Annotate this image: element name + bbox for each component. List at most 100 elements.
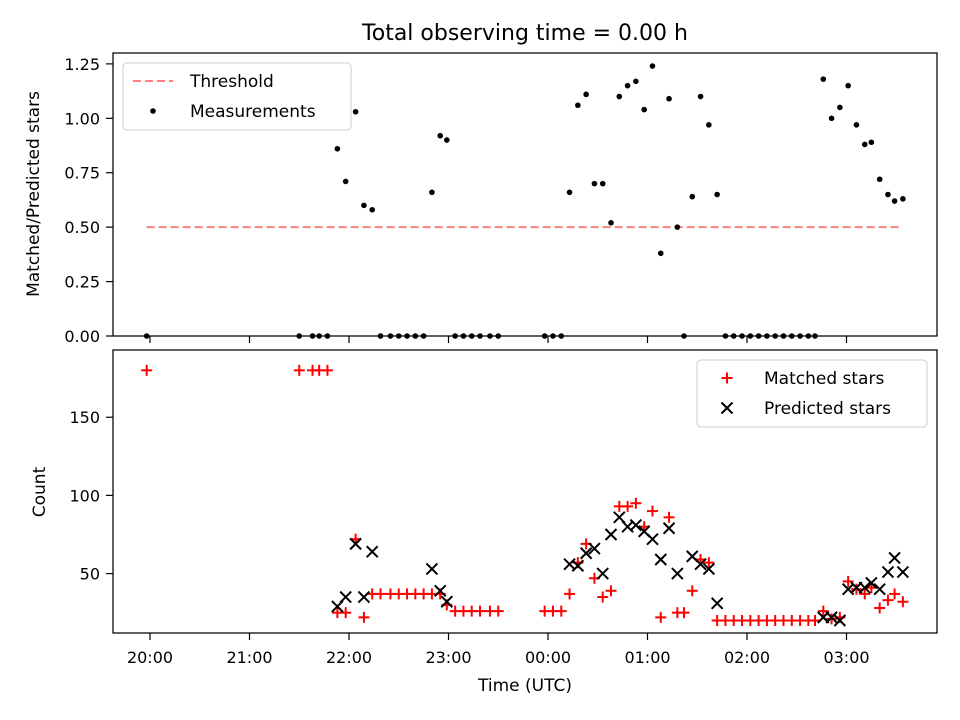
measurement-point (429, 189, 435, 196)
marker-d2 (366, 545, 379, 558)
matched-point (646, 505, 658, 517)
marker-d2 (671, 567, 684, 580)
marker-d2 (896, 565, 910, 579)
predicted-point (702, 562, 716, 576)
time-axis-label: Time (UTC) (477, 676, 572, 696)
marker-d2 (425, 562, 439, 576)
predicted-point (896, 565, 910, 579)
measurement-point (853, 122, 860, 128)
marker-d2 (588, 542, 601, 555)
count-y-axis-label: Count (30, 466, 50, 517)
y-tick-label: 150 (69, 408, 100, 427)
measurement-point (369, 206, 376, 213)
predicted-point (604, 528, 618, 541)
y-tick-label: 50 (80, 565, 100, 584)
predicted-point (654, 553, 667, 566)
predicted-point (579, 547, 593, 560)
matched-point (605, 585, 617, 597)
predicted-point (629, 518, 643, 532)
marker-d2 (357, 590, 371, 604)
predicted-point (858, 581, 871, 594)
matched-point (663, 511, 675, 523)
marker-d2 (825, 611, 838, 624)
matched-point (842, 575, 854, 587)
measurement-point (820, 76, 827, 82)
marker-d2 (865, 576, 878, 590)
measurement-point (697, 93, 704, 100)
measurement-point (342, 178, 349, 185)
legend-measurement-label: Measurements (190, 102, 316, 122)
measurement-point (633, 78, 639, 85)
y-tick-label: 0.25 (64, 273, 100, 292)
count-legend: Matched stars Predicted stars (696, 359, 928, 428)
marker-d2 (596, 567, 609, 580)
measurement-point (649, 63, 656, 69)
x-tick-label: 01:00 (624, 648, 670, 667)
matched-point (358, 611, 370, 623)
matched-point (555, 605, 567, 617)
marker-d2 (720, 401, 734, 415)
marker-d2 (702, 562, 716, 576)
matched-point (826, 613, 838, 625)
matched-point (686, 585, 698, 597)
matched-point (874, 602, 886, 614)
x-tick-label: 21:00 (226, 648, 272, 667)
legend-measurement-swatch (150, 108, 156, 114)
matched-point (375, 588, 387, 600)
predicted-point (425, 562, 439, 576)
marker-d2 (579, 547, 593, 560)
matched-point (817, 605, 829, 617)
legend-matched-swatch (721, 372, 733, 384)
measurement-point (689, 193, 696, 200)
predicted-point (366, 545, 379, 558)
matched-point (622, 500, 634, 512)
matched-point (141, 364, 153, 376)
count-plot-area (141, 364, 910, 627)
measurement-point (608, 220, 614, 226)
measurement-point (616, 93, 623, 100)
ratio-axes-frame (112, 52, 938, 337)
matched-point (293, 364, 305, 376)
x-tick-label: 02:00 (724, 648, 770, 667)
marker-d2 (440, 595, 454, 608)
ratio-panel: 0.00 0.25 0.50 0.75 1.00 1.25 Matched/Predict… (24, 52, 938, 346)
matched-point (564, 588, 576, 600)
chart-title: Total observing time = 0.00 h (361, 21, 688, 46)
ratio-legend: Threshold Measurements (122, 62, 352, 131)
marker-d2 (434, 584, 447, 597)
matched-point (630, 497, 642, 509)
x-tick-label: 23:00 (425, 648, 471, 667)
ratio-y-axis: 0.00 0.25 0.50 0.75 1.00 1.25 (64, 55, 113, 346)
predicted-point (662, 522, 676, 535)
matched-point (882, 594, 894, 606)
measurement-point (828, 115, 835, 122)
marker-d2 (349, 537, 362, 551)
predicted-point (440, 595, 454, 608)
marker-d2 (654, 553, 667, 566)
y-tick-label: 0.50 (64, 218, 100, 237)
measurement-point (706, 122, 712, 128)
matched-point (474, 605, 486, 617)
x-tick-label: 22:00 (326, 648, 372, 667)
marker-d2 (662, 522, 676, 535)
measurement-point (891, 198, 898, 204)
predicted-point (671, 567, 684, 580)
x-tick-label: 20:00 (127, 648, 173, 667)
measurement-point (575, 102, 581, 109)
marker-d2 (873, 583, 886, 596)
marker-d2 (841, 583, 855, 596)
measurement-point (900, 196, 906, 202)
predicted-point (694, 557, 707, 571)
matched-point (340, 607, 352, 619)
count-y-axis: 50 100 150 (69, 408, 113, 584)
measurement-point (868, 139, 875, 146)
measurement-point (583, 91, 589, 98)
matched-point (678, 607, 690, 619)
measurement-point (845, 82, 851, 89)
matched-point (850, 583, 862, 595)
matched-point (703, 557, 715, 569)
matched-point (859, 588, 871, 600)
marker-d2 (694, 557, 707, 571)
measurement-point (591, 180, 598, 187)
